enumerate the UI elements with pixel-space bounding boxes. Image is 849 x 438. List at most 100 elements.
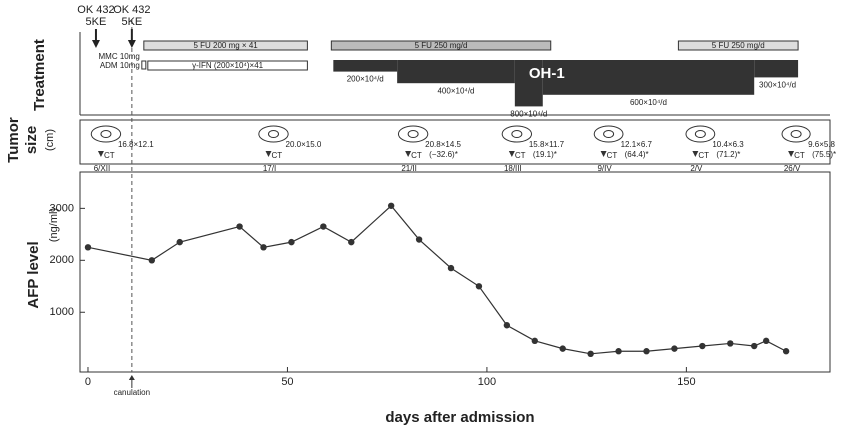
oh1-step	[397, 60, 515, 83]
data-point	[236, 223, 242, 229]
tumor-sketch-inner	[695, 131, 705, 138]
annotation-arrowhead	[129, 375, 135, 380]
oh1-step	[543, 60, 754, 95]
data-point	[615, 348, 621, 354]
tumor-change: (75.5)*	[812, 150, 836, 159]
oh1-step-label: 600×10⁴/d	[630, 98, 667, 107]
marker-arrowhead	[92, 40, 100, 48]
scan-date: 9/IV	[597, 164, 612, 173]
tumor-sketch-inner	[791, 131, 801, 138]
data-point	[260, 244, 266, 250]
plot-frame	[80, 172, 830, 372]
data-point	[320, 223, 326, 229]
data-point	[149, 257, 155, 263]
data-point	[348, 239, 354, 245]
tumor-sketch	[91, 126, 120, 142]
tumor-sketch-inner	[408, 131, 418, 138]
tumor-size: 12.1×6.7	[621, 140, 653, 149]
data-point	[416, 236, 422, 242]
oh1-step	[333, 60, 397, 72]
data-point	[476, 283, 482, 289]
tumor-change: (−32.6)*	[429, 150, 458, 159]
scan-date: 21/II	[401, 164, 417, 173]
data-line	[88, 206, 786, 354]
x-axis-title: days after admission	[385, 409, 534, 426]
tumor-size: 20.0×15.0	[286, 140, 322, 149]
data-point	[671, 345, 677, 351]
ct-label: CT	[607, 151, 618, 160]
chemo-label: 5 FU 250 mg/d	[415, 41, 468, 50]
data-point	[448, 265, 454, 271]
scan-date: 26/V	[784, 164, 801, 173]
marker-arrowhead	[128, 40, 136, 48]
tumor-sketch	[686, 126, 715, 142]
tumor-title: size	[23, 126, 40, 154]
tumor-sketch-inner	[269, 131, 279, 138]
data-point	[560, 345, 566, 351]
ct-label: CT	[515, 151, 526, 160]
tumor-title: Tumor	[5, 117, 22, 163]
y-axis-title: AFP level	[25, 241, 42, 308]
data-point	[85, 244, 91, 250]
tumor-size: 15.8×11.7	[529, 140, 565, 149]
data-point	[288, 239, 294, 245]
ct-label: CT	[272, 151, 283, 160]
x-tick-label: 50	[281, 376, 293, 388]
x-tick-label: 150	[677, 376, 695, 388]
data-point	[532, 338, 538, 344]
tumor-sketch	[502, 126, 531, 142]
ct-label: CT	[794, 151, 805, 160]
oh1-step-label: 300×10⁴/d	[759, 81, 796, 90]
marker-label: OK 432	[77, 4, 114, 16]
ct-label: CT	[411, 151, 422, 160]
marker-sub: 5KE	[86, 16, 107, 28]
tumor-size: 16.8×12.1	[118, 140, 154, 149]
oh1-step-label: 400×10⁴/d	[437, 86, 474, 95]
chemo-label: 5 FU 250 mg/d	[712, 41, 765, 50]
tumor-change: (19.1)*	[533, 150, 557, 159]
scan-date: 18/III	[504, 164, 522, 173]
data-point	[388, 203, 394, 209]
annotation-label: canulation	[114, 388, 150, 397]
scan-date: 6/XII	[94, 164, 110, 173]
tumor-change: (71.2)*	[716, 150, 740, 159]
premed-label: MMC 10mg	[98, 52, 139, 61]
marker-sub: 5KE	[121, 16, 142, 28]
oh1-step-label: 800×10⁴/d	[510, 110, 547, 119]
marker-label: OK 432	[113, 4, 150, 16]
data-point	[504, 322, 510, 328]
tumor-size: 9.6×5.8	[808, 140, 835, 149]
tumor-unit: (cm)	[44, 129, 56, 151]
ifn-label: γ-IFN (200×10⁴)×41	[192, 61, 264, 70]
ct-label: CT	[104, 151, 115, 160]
oh1-step-label: 200×10⁴/d	[347, 75, 384, 84]
tumor-sketch-inner	[512, 131, 522, 138]
tumor-sketch	[782, 126, 810, 142]
tumor-size: 20.8×14.5	[425, 140, 461, 149]
oh1-label: OH-1	[529, 65, 565, 82]
y-tick-label: 1000	[50, 306, 74, 318]
oh1-step	[754, 60, 798, 77]
tumor-sketch-inner	[604, 131, 614, 138]
data-point	[751, 343, 757, 349]
ct-label: CT	[698, 151, 709, 160]
data-point	[177, 239, 183, 245]
data-point	[643, 348, 649, 354]
tumor-change: (64.4)*	[625, 150, 649, 159]
y-tick-label: 3000	[50, 202, 74, 214]
x-tick-label: 100	[478, 376, 496, 388]
tumor-sketch	[594, 126, 623, 142]
chart: Treatment Tumor size (cm) AFP level (ng/…	[0, 0, 849, 433]
scan-date: 2/V	[690, 164, 703, 173]
scan-date: 17/I	[263, 164, 276, 173]
premed-label: ADM 10mg	[100, 61, 140, 70]
tumor-sketch	[398, 126, 427, 142]
data-point	[587, 351, 593, 357]
data-point	[763, 338, 769, 344]
premed-box	[142, 61, 146, 69]
chemo-label: 5 FU 200 mg × 41	[193, 41, 258, 50]
y-tick-label: 2000	[50, 254, 74, 266]
tumor-sketch	[259, 126, 288, 142]
treatment-title: Treatment	[31, 39, 48, 111]
tumor-size: 10.4×6.3	[712, 140, 744, 149]
